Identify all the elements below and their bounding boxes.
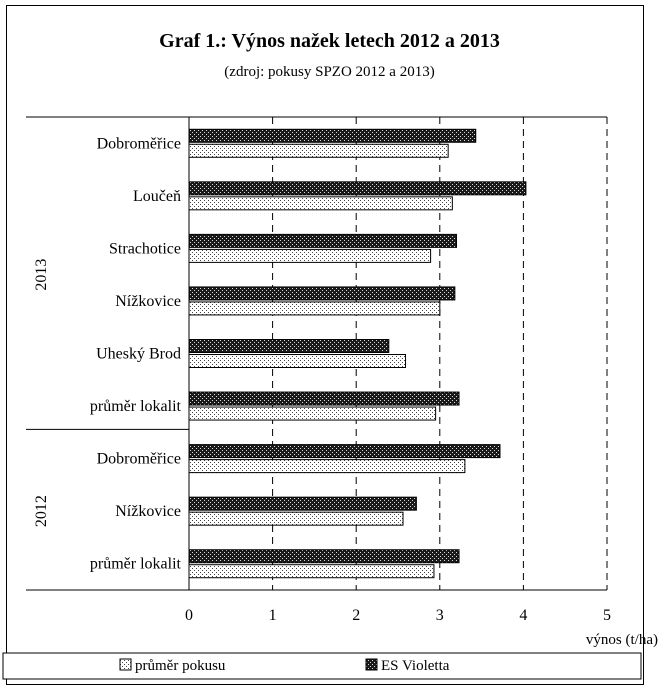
year-label: 2013 <box>33 259 50 291</box>
bar <box>188 354 407 368</box>
x-tick-label: 2 <box>352 607 360 624</box>
category-label: Nížkovice <box>115 293 181 310</box>
bar <box>188 181 527 196</box>
x-tick-label: 1 <box>269 607 277 624</box>
bar <box>188 143 449 158</box>
chart-title: Graf 1.: Výnos nažek letech 2012 a 2013 <box>159 30 500 52</box>
bar <box>188 459 466 474</box>
x-tick-label: 3 <box>436 607 444 624</box>
legend-swatch <box>119 658 132 671</box>
bar <box>188 444 501 459</box>
bar <box>188 549 460 564</box>
category-label: průměr lokalit <box>90 398 182 415</box>
legend-label: ES Violetta <box>381 658 450 674</box>
chart-subtitle: (zdroj: pokusy SPZO 2012 a 2013) <box>224 64 435 80</box>
x-tick-label: 0 <box>185 607 193 624</box>
bar <box>188 564 435 579</box>
bar <box>188 248 432 263</box>
category-label: Nížkovice <box>115 503 181 520</box>
bar <box>188 128 477 143</box>
category-label: Loučeň <box>133 188 181 205</box>
category-label: průměr lokalit <box>90 556 182 573</box>
bar <box>188 511 404 526</box>
legend-swatch <box>365 658 378 671</box>
category-label: Strachotice <box>109 240 181 257</box>
bar <box>188 391 460 406</box>
x-tick-label: 5 <box>603 607 611 624</box>
category-label: Dobroměřice <box>97 451 181 468</box>
bar <box>188 301 441 316</box>
x-axis-label: výnos (t/ha) <box>586 632 658 648</box>
bar <box>188 233 458 248</box>
chart-frame <box>6 5 644 685</box>
legend-label: průměr pokusu <box>135 658 226 674</box>
bar <box>188 339 390 353</box>
x-tick-label: 4 <box>519 607 527 624</box>
bar <box>188 406 437 421</box>
legend-box <box>2 652 642 680</box>
bar <box>188 196 453 211</box>
bar <box>188 496 417 511</box>
year-label: 2012 <box>33 495 50 527</box>
category-label: Uheský Brod <box>96 346 181 363</box>
category-label: Dobroměřice <box>97 135 181 152</box>
bar <box>188 286 456 301</box>
